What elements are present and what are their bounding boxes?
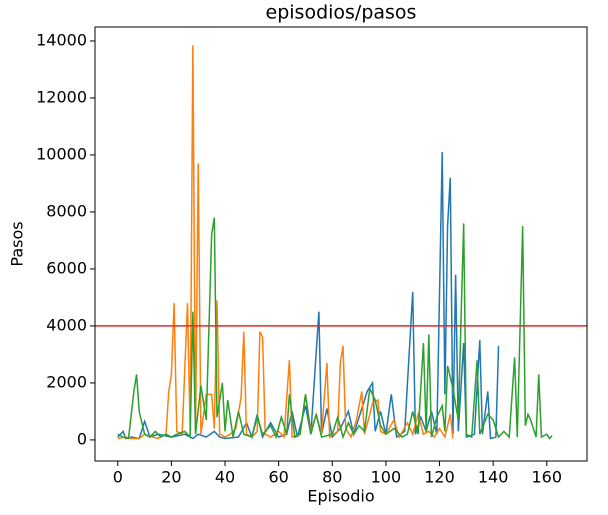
x-tick-label: 140 bbox=[478, 468, 509, 487]
x-axis-label: Episodio bbox=[307, 487, 374, 506]
x-tick-label: 40 bbox=[215, 468, 235, 487]
x-tick-label: 80 bbox=[322, 468, 342, 487]
x-tick-label: 120 bbox=[424, 468, 455, 487]
y-tick-label: 8000 bbox=[46, 201, 87, 220]
y-tick-label: 2000 bbox=[46, 372, 87, 391]
series-line bbox=[117, 45, 454, 440]
y-tick-label: 4000 bbox=[46, 315, 87, 334]
x-tick-label: 160 bbox=[532, 468, 563, 487]
series-line bbox=[117, 152, 500, 440]
y-tick-label: 0 bbox=[77, 429, 87, 448]
y-tick-label: 6000 bbox=[46, 258, 87, 277]
y-axis-label: Pasos bbox=[8, 221, 27, 266]
series-line bbox=[117, 217, 553, 440]
chart-title: episodios/pasos bbox=[266, 2, 417, 24]
plot-frame bbox=[94, 26, 588, 462]
x-tick-label: 0 bbox=[113, 468, 123, 487]
y-tick-label: 14000 bbox=[36, 30, 87, 49]
y-tick-label: 10000 bbox=[36, 144, 87, 163]
y-tick-label: 12000 bbox=[36, 87, 87, 106]
x-tick-label: 100 bbox=[371, 468, 402, 487]
x-tick-label: 20 bbox=[161, 468, 181, 487]
x-tick-label: 60 bbox=[268, 468, 288, 487]
